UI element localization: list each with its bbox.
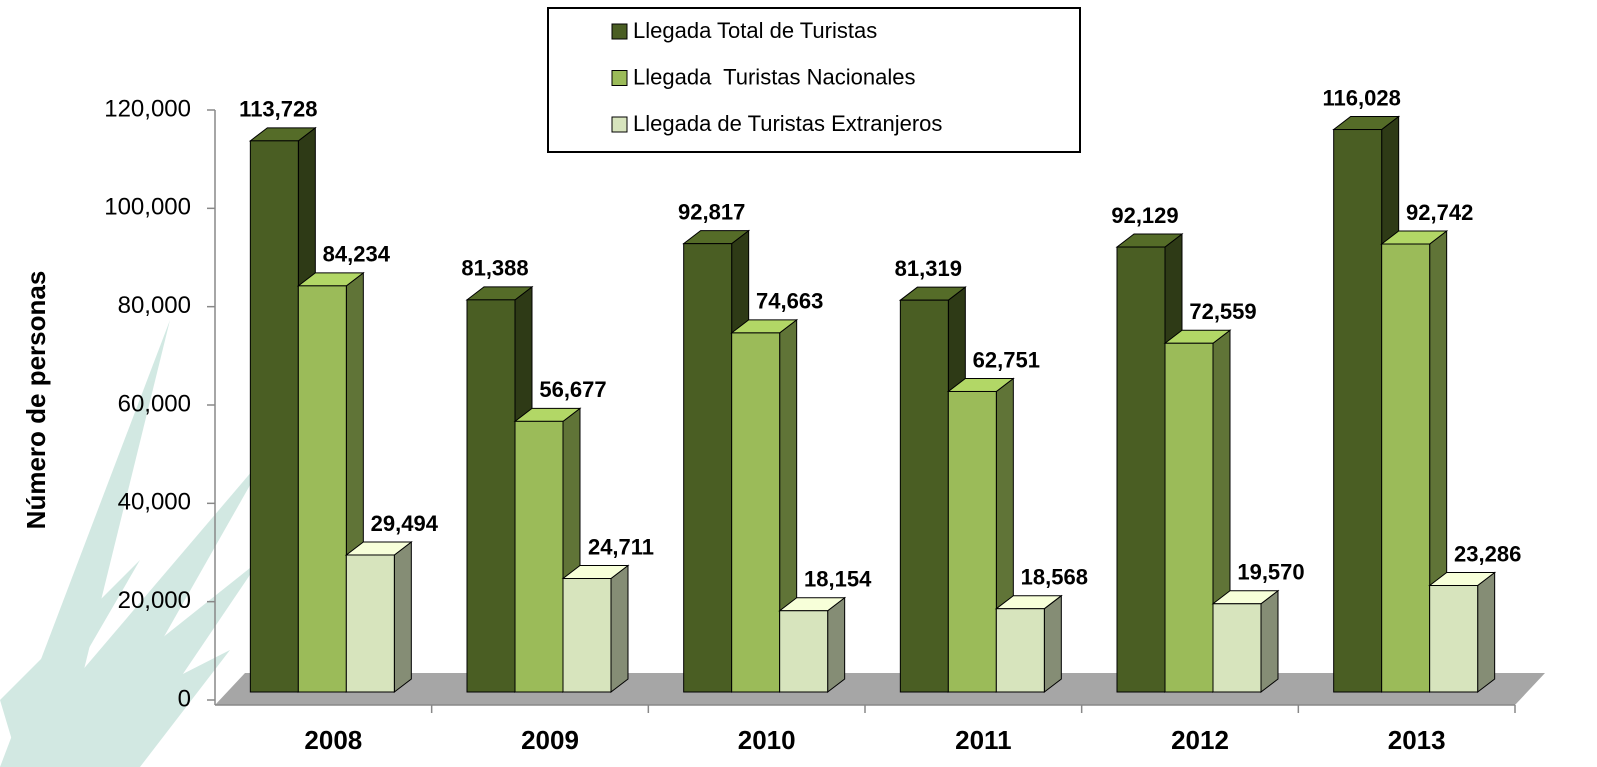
value-label: 62,751 <box>973 347 1040 372</box>
y-tick-label: 120,000 <box>104 95 191 122</box>
y-tick-label: 20,000 <box>118 587 191 614</box>
bar-side <box>1260 589 1279 694</box>
x-tick-label: 2010 <box>738 725 796 755</box>
bar <box>249 140 299 693</box>
bar-side <box>610 564 629 694</box>
bar <box>1212 603 1262 693</box>
bar <box>683 243 733 693</box>
x-tick-label: 2009 <box>521 725 579 755</box>
x-tick-label: 2012 <box>1171 725 1229 755</box>
bar <box>297 285 347 693</box>
bar-side <box>1043 594 1062 694</box>
legend-label: Llegada Total de Turistas <box>633 18 877 43</box>
bar <box>995 608 1045 693</box>
value-label: 72,559 <box>1189 299 1256 324</box>
bar <box>947 390 997 693</box>
bar-side <box>393 540 412 694</box>
y-tick-label: 60,000 <box>118 390 191 417</box>
bar <box>1164 342 1214 693</box>
value-label: 23,286 <box>1454 541 1521 566</box>
leaf <box>0 560 260 767</box>
bar <box>779 610 829 693</box>
leaf <box>0 450 270 767</box>
value-label: 116,028 <box>1323 85 1401 110</box>
x-tick-label: 2013 <box>1388 725 1446 755</box>
value-label: 74,663 <box>756 289 823 314</box>
background-leaves <box>0 320 270 767</box>
value-label: 19,570 <box>1237 560 1304 585</box>
y-tick-label: 40,000 <box>118 489 191 516</box>
bar <box>899 299 949 693</box>
legend-swatch <box>611 23 628 40</box>
legend <box>547 7 1081 153</box>
bar <box>1429 585 1479 693</box>
bar-side <box>1477 571 1496 694</box>
value-label: 92,817 <box>678 199 745 224</box>
bar <box>345 554 395 693</box>
bar <box>466 299 516 693</box>
leaf <box>0 560 140 767</box>
x-tick-label: 2008 <box>304 725 362 755</box>
value-label: 84,234 <box>323 242 391 267</box>
value-label: 18,568 <box>1021 565 1088 590</box>
bar <box>1333 129 1383 693</box>
value-label: 113,728 <box>239 97 317 122</box>
value-label: 92,742 <box>1406 200 1473 225</box>
bar <box>1116 246 1166 693</box>
bar <box>514 420 564 693</box>
value-label: 81,388 <box>461 256 528 281</box>
legend-label: Llegada de Turistas Extranjeros <box>633 111 942 136</box>
bar <box>562 578 612 693</box>
y-tick-label: 80,000 <box>118 292 191 319</box>
y-axis-title: Número de personas <box>21 271 51 530</box>
value-label: 81,319 <box>895 256 962 281</box>
leaf <box>0 320 170 767</box>
y-tick-label: 0 <box>178 685 191 712</box>
bar-side <box>827 596 846 694</box>
x-tick-label: 2011 <box>955 725 1011 755</box>
leaf <box>0 650 230 767</box>
value-label: 18,154 <box>804 567 872 592</box>
y-tick-label: 100,000 <box>104 194 191 221</box>
legend-swatch <box>611 70 628 86</box>
value-label: 29,494 <box>371 511 439 536</box>
value-label: 92,129 <box>1111 203 1178 228</box>
value-label: 24,711 <box>588 534 654 559</box>
bar <box>1381 243 1431 693</box>
legend-swatch <box>611 116 628 133</box>
value-label: 56,677 <box>539 377 606 402</box>
bar <box>731 332 781 693</box>
legend-label: Llegada Turistas Nacionales <box>633 64 916 89</box>
